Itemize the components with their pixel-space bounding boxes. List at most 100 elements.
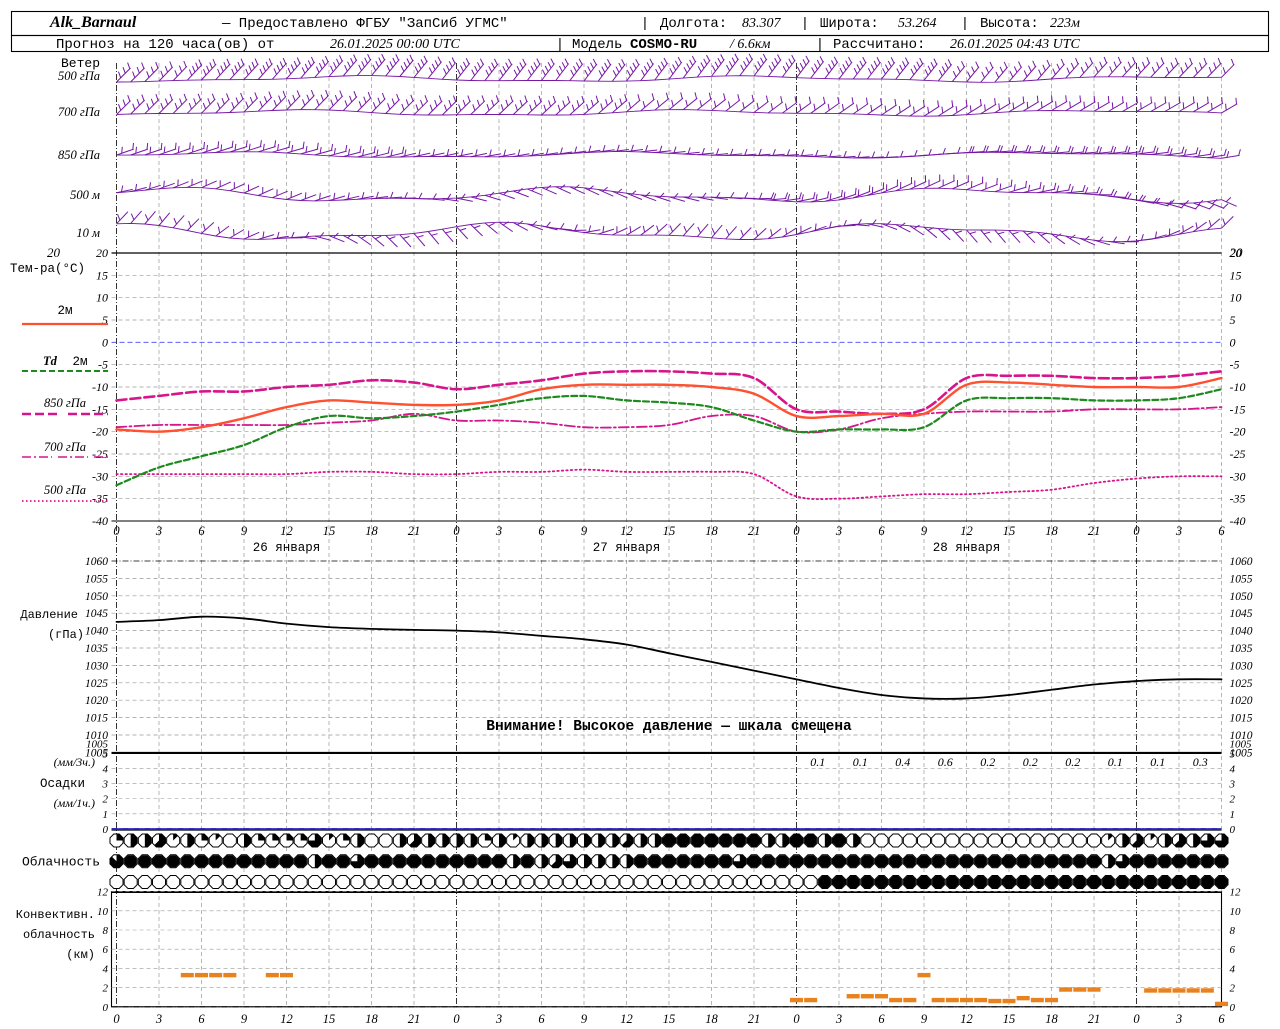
svg-text:21: 21 bbox=[748, 524, 761, 538]
svg-text:1055: 1055 bbox=[1230, 573, 1253, 585]
svg-text:-40: -40 bbox=[92, 514, 108, 528]
svg-text:1040: 1040 bbox=[85, 626, 108, 638]
svg-text:1035: 1035 bbox=[1230, 643, 1253, 655]
svg-text:18: 18 bbox=[365, 524, 378, 538]
svg-text:3: 3 bbox=[495, 1012, 502, 1024]
svg-text:1060: 1060 bbox=[85, 556, 108, 568]
svg-text:15: 15 bbox=[663, 1012, 676, 1024]
svg-text:(км): (км) bbox=[66, 948, 95, 962]
svg-text:12: 12 bbox=[620, 524, 633, 538]
svg-text:0.2: 0.2 bbox=[1023, 755, 1038, 769]
svg-text:9: 9 bbox=[921, 1012, 928, 1024]
svg-text:1020: 1020 bbox=[85, 695, 108, 707]
svg-text:500 м: 500 м bbox=[70, 188, 100, 202]
svg-text:1050: 1050 bbox=[85, 591, 108, 603]
svg-text:1045: 1045 bbox=[85, 608, 108, 620]
svg-text:0: 0 bbox=[1133, 524, 1140, 538]
svg-text:6: 6 bbox=[198, 524, 205, 538]
svg-text:0: 0 bbox=[1230, 335, 1236, 349]
svg-text:83.307: 83.307 bbox=[742, 16, 782, 31]
svg-text:-35: -35 bbox=[92, 492, 108, 506]
svg-text:12: 12 bbox=[97, 887, 109, 899]
svg-text:20: 20 bbox=[47, 245, 61, 260]
svg-text:0: 0 bbox=[102, 335, 108, 349]
svg-text:1050: 1050 bbox=[1230, 591, 1253, 603]
svg-text:26.01.2025 04:43 UTC: 26.01.2025 04:43 UTC bbox=[950, 37, 1081, 52]
svg-text:2: 2 bbox=[1230, 794, 1236, 806]
svg-text:-25: -25 bbox=[1230, 447, 1246, 461]
svg-text:0: 0 bbox=[1230, 1002, 1236, 1014]
svg-text:Модель: Модель bbox=[572, 37, 622, 53]
svg-text:1030: 1030 bbox=[85, 660, 108, 672]
svg-text:9: 9 bbox=[581, 1012, 588, 1024]
svg-text:20: 20 bbox=[96, 246, 108, 260]
svg-text:21: 21 bbox=[1088, 1012, 1101, 1024]
svg-text:0: 0 bbox=[453, 1012, 460, 1024]
svg-text:1060: 1060 bbox=[1230, 556, 1253, 568]
svg-text:9: 9 bbox=[241, 524, 248, 538]
svg-text:-30: -30 bbox=[1230, 469, 1246, 483]
svg-text:Широта:: Широта: bbox=[820, 16, 879, 32]
svg-text:850 гПа: 850 гПа bbox=[44, 396, 86, 410]
svg-text:12: 12 bbox=[960, 1012, 973, 1024]
svg-text:COSMO-RU: COSMO-RU bbox=[630, 37, 697, 53]
svg-text:0: 0 bbox=[113, 524, 120, 538]
svg-text:6: 6 bbox=[198, 1012, 205, 1024]
svg-text:Рассчитано:: Рассчитано: bbox=[833, 37, 925, 53]
svg-text:0.1: 0.1 bbox=[853, 755, 868, 769]
svg-text:-20: -20 bbox=[1230, 425, 1246, 439]
svg-text:|: | bbox=[801, 16, 809, 32]
svg-text:3: 3 bbox=[155, 524, 162, 538]
svg-text:21: 21 bbox=[748, 1012, 761, 1024]
svg-text:21: 21 bbox=[408, 1012, 421, 1024]
svg-text:18: 18 bbox=[365, 1012, 378, 1024]
svg-text:26.01.2025 00:00 UTC: 26.01.2025 00:00 UTC bbox=[330, 37, 461, 52]
svg-text:21: 21 bbox=[1088, 524, 1101, 538]
svg-text:1045: 1045 bbox=[1230, 608, 1253, 620]
svg-text:15: 15 bbox=[1003, 524, 1016, 538]
svg-text:2: 2 bbox=[103, 983, 109, 995]
svg-text:-20: -20 bbox=[92, 425, 108, 439]
svg-text:0: 0 bbox=[453, 524, 460, 538]
svg-text:18: 18 bbox=[1045, 524, 1058, 538]
svg-text:0: 0 bbox=[1133, 1012, 1140, 1024]
svg-text:Alk_Barnaul: Alk_Barnaul bbox=[49, 14, 137, 31]
svg-text:3: 3 bbox=[102, 779, 109, 791]
svg-text:2: 2 bbox=[1230, 983, 1236, 995]
svg-text:-10: -10 bbox=[1230, 380, 1246, 394]
svg-text:0.3: 0.3 bbox=[1193, 755, 1208, 769]
svg-text:12: 12 bbox=[280, 524, 293, 538]
svg-text:1035: 1035 bbox=[85, 643, 108, 655]
svg-text:1030: 1030 bbox=[1230, 660, 1253, 672]
svg-text:9: 9 bbox=[921, 524, 928, 538]
svg-text:15: 15 bbox=[663, 524, 676, 538]
svg-text:Td: Td bbox=[43, 354, 58, 368]
svg-text:-5: -5 bbox=[1230, 358, 1240, 372]
svg-text:6: 6 bbox=[1230, 944, 1236, 956]
svg-text:0: 0 bbox=[1230, 824, 1236, 836]
svg-text:6: 6 bbox=[1218, 1012, 1225, 1024]
svg-text:12: 12 bbox=[280, 1012, 293, 1024]
svg-text:0.1: 0.1 bbox=[1150, 755, 1165, 769]
svg-text:18: 18 bbox=[1045, 1012, 1058, 1024]
svg-text:15: 15 bbox=[323, 1012, 336, 1024]
svg-text:Давление: Давление bbox=[20, 608, 78, 622]
svg-text:Осадки: Осадки bbox=[40, 777, 85, 791]
svg-text:-35: -35 bbox=[1230, 492, 1246, 506]
svg-text:10: 10 bbox=[97, 906, 109, 918]
svg-text:500 гПа: 500 гПа bbox=[58, 69, 100, 83]
svg-text:1040: 1040 bbox=[1230, 626, 1253, 638]
svg-text:10: 10 bbox=[1230, 906, 1242, 918]
svg-text:1025: 1025 bbox=[85, 678, 108, 690]
svg-text:6: 6 bbox=[1218, 524, 1225, 538]
svg-text:(гПа): (гПа) bbox=[48, 628, 84, 642]
svg-text:3: 3 bbox=[1175, 524, 1182, 538]
svg-text:850 гПа: 850 гПа bbox=[58, 148, 100, 162]
svg-text:0.1: 0.1 bbox=[810, 755, 825, 769]
svg-text:0: 0 bbox=[113, 1012, 120, 1024]
svg-text:6: 6 bbox=[878, 1012, 885, 1024]
svg-text:4: 4 bbox=[1230, 764, 1236, 776]
svg-text:-25: -25 bbox=[92, 447, 108, 461]
svg-text:27 января: 27 января bbox=[593, 541, 661, 555]
svg-text:3: 3 bbox=[155, 1012, 162, 1024]
